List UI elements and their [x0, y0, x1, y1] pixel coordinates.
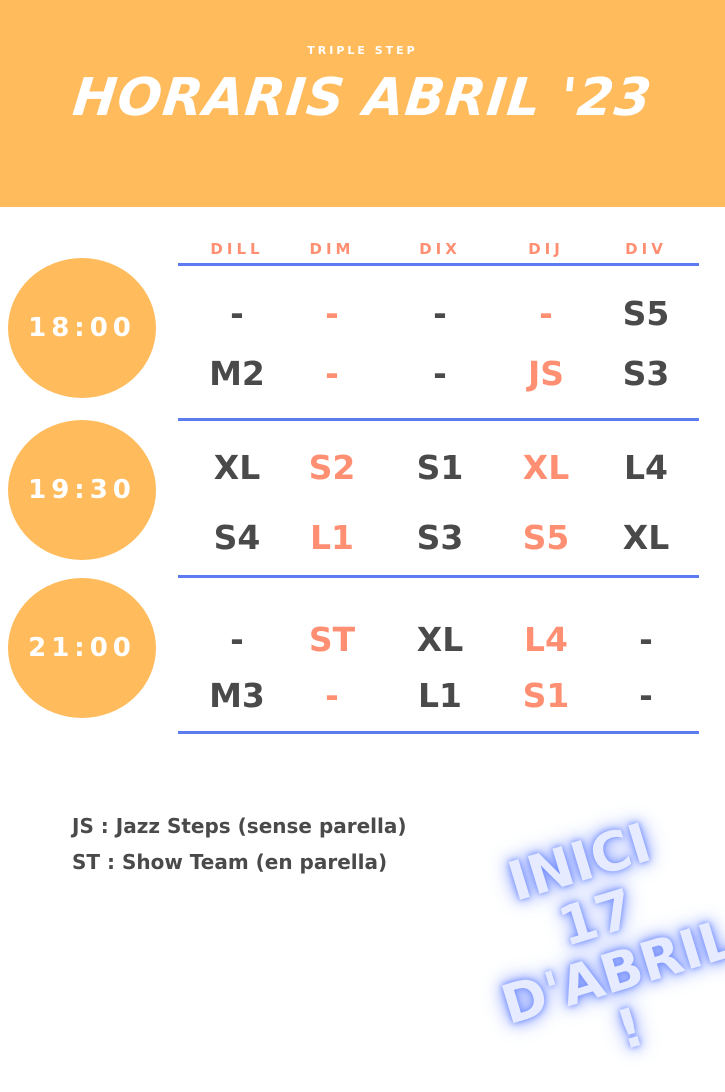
day-header-div: DIV — [625, 240, 667, 258]
header-banner: TRIPLE STEP HORARIS ABRIL '23 — [0, 0, 725, 207]
class-cell: S4 — [213, 518, 261, 557]
class-cell: L1 — [418, 676, 462, 715]
legend-st: ST : Show Team (en parella) — [72, 850, 388, 874]
class-cell: S3 — [416, 518, 464, 557]
time-slot-1930: 19:30 — [8, 420, 156, 560]
brand-name: TRIPLE STEP — [307, 44, 418, 57]
time-slot-2100: 21:00 — [8, 578, 156, 718]
class-cell: S5 — [622, 294, 670, 333]
class-cell: - — [325, 354, 339, 393]
day-header-dij: DIJ — [528, 240, 564, 258]
divider-line — [178, 263, 699, 266]
divider-line — [178, 731, 699, 734]
class-cell: ST — [308, 620, 356, 659]
class-cell: S2 — [308, 448, 356, 487]
class-cell: - — [230, 620, 244, 659]
divider-line — [178, 575, 699, 578]
class-cell: XL — [522, 448, 570, 487]
legend-js: JS : Jazz Steps (sense parella) — [72, 814, 407, 838]
class-cell: - — [325, 294, 339, 333]
class-cell: - — [539, 294, 553, 333]
class-cell: JS — [527, 354, 565, 393]
class-cell: - — [230, 294, 244, 333]
time-slot-1800: 18:00 — [8, 258, 156, 398]
day-header-dix: DIX — [419, 240, 461, 258]
class-cell: XL — [622, 518, 670, 557]
class-cell: S1 — [522, 676, 570, 715]
class-cell: L4 — [524, 620, 568, 659]
day-header-dill: DILL — [210, 240, 264, 258]
class-cell: - — [433, 354, 447, 393]
page-title: HORARIS ABRIL '23 — [69, 68, 656, 128]
class-cell: S1 — [416, 448, 464, 487]
class-cell: - — [639, 620, 653, 659]
divider-line — [178, 418, 699, 421]
class-cell: L4 — [624, 448, 668, 487]
class-cell: M2 — [209, 354, 265, 393]
start-date-badge: INICI 17 D'ABRIL ! — [461, 801, 725, 1090]
class-cell: XL — [213, 448, 261, 487]
day-header-dim: DIM — [309, 240, 355, 258]
class-cell: XL — [416, 620, 464, 659]
class-cell: - — [433, 294, 447, 333]
class-cell: L1 — [310, 518, 354, 557]
class-cell: - — [325, 676, 339, 715]
class-cell: - — [639, 676, 653, 715]
class-cell: S5 — [522, 518, 570, 557]
class-cell: S3 — [622, 354, 670, 393]
class-cell: M3 — [209, 676, 265, 715]
